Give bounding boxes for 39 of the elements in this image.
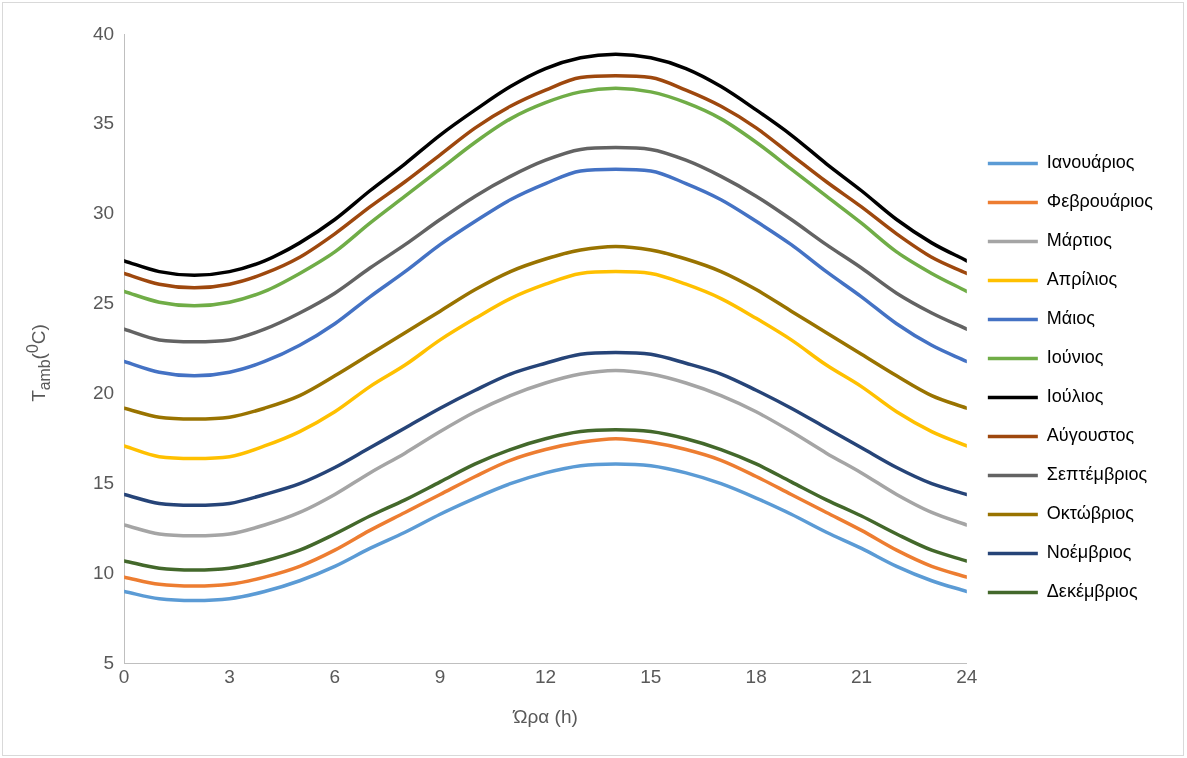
x-axis-title: Ώρα (h) [512, 705, 578, 727]
line-series [124, 368, 967, 538]
y-tick-label: 15 [92, 471, 115, 493]
legend-label: Απρίλιος [1046, 269, 1118, 290]
legend-label: Μάρτιος [1046, 230, 1113, 251]
legend-label: Νοέμβριος [1046, 542, 1132, 563]
legend-label: Ιανουάριος [1046, 152, 1135, 173]
x-tick-label: 0 [118, 666, 130, 688]
legend-label: Δεκέμβριος [1046, 581, 1138, 602]
x-tick-label: 24 [956, 666, 978, 688]
legend-label: Μάιος [1046, 308, 1096, 329]
y-tick-label: 25 [92, 292, 115, 314]
legend-label: Σεπτέμβριος [1046, 464, 1148, 485]
y-tick-label: 20 [92, 382, 115, 404]
line-series [124, 350, 967, 507]
x-tick-label: 12 [534, 666, 557, 688]
x-tick-label: 6 [329, 666, 341, 688]
y-tick-label: 40 [92, 22, 115, 44]
legend-label: Ιούλιος [1046, 386, 1104, 407]
legend-label: Ιούνιος [1046, 347, 1104, 368]
y-tick-label: 10 [92, 561, 115, 583]
line-series [124, 145, 967, 344]
line-series [124, 269, 967, 461]
line-series [124, 167, 967, 378]
y-tick-label: 5 [103, 651, 115, 673]
x-tick-label: 15 [640, 666, 662, 688]
line-series [124, 437, 967, 588]
x-tick-label: 21 [850, 666, 873, 688]
y-tick-label: 30 [92, 202, 115, 224]
y-tick-label: 35 [92, 112, 115, 134]
line-series [124, 462, 967, 603]
line-series [124, 428, 967, 572]
legend-label: Οκτώβριος [1046, 503, 1135, 524]
legend-label: Φεβρουάριος [1046, 191, 1154, 212]
x-tick-label: 18 [745, 666, 767, 688]
x-tick-label: 3 [224, 666, 235, 688]
line-series [124, 244, 967, 421]
legend-label: Αύγουστος [1046, 425, 1135, 446]
x-tick-label: 9 [434, 666, 446, 688]
